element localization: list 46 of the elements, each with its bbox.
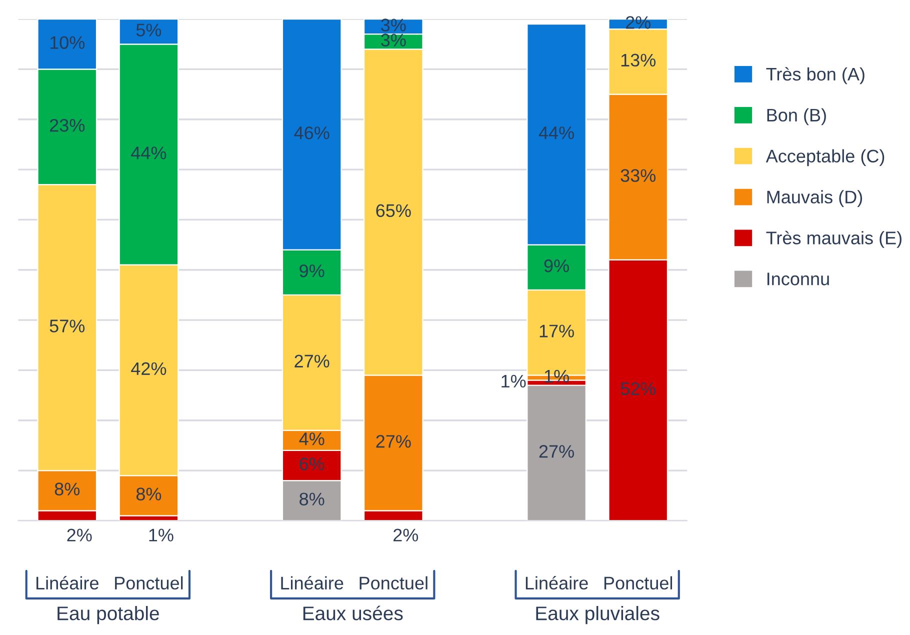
- legend-label: Acceptable (C): [766, 149, 884, 166]
- data-label: 9%: [544, 259, 569, 272]
- data-label: 33%: [620, 169, 656, 182]
- data-label: 4%: [299, 432, 324, 446]
- data-label: 2%: [626, 16, 651, 29]
- data-label: 42%: [131, 362, 166, 375]
- data-label: 1%: [149, 528, 174, 542]
- legend-label: Très mauvais (E): [766, 230, 902, 248]
- legend-label: Mauvais (D): [767, 190, 862, 207]
- data-label: 1%: [502, 374, 526, 388]
- data-label: 6%: [300, 458, 324, 470]
- data-label: 13%: [621, 54, 656, 67]
- data-label: 44%: [131, 146, 166, 160]
- legend-label: Bon (B): [767, 108, 826, 126]
- bar: [526, 384, 586, 521]
- data-label: 27%: [376, 435, 411, 448]
- data-label: 65%: [376, 204, 411, 218]
- text: Eaux pluviales: [536, 606, 660, 624]
- data-label: 5%: [136, 24, 162, 36]
- data-label: 27%: [539, 445, 574, 458]
- data-label: 2%: [394, 528, 418, 542]
- text: Eau potable: [58, 606, 159, 624]
- text: Eaux usées: [303, 606, 403, 620]
- legend-label: Très bon (A): [766, 67, 864, 84]
- data-label: 17%: [540, 324, 574, 338]
- data-label: 8%: [136, 488, 162, 500]
- data-label: 3%: [381, 34, 406, 46]
- legend-label: Inconnu: [768, 272, 829, 286]
- data-label: 8%: [300, 492, 324, 506]
- x-tick-label: Ponctuel: [360, 576, 428, 590]
- data-label: 2%: [67, 528, 92, 542]
- x-tick-label: Linéaire: [36, 576, 98, 590]
- data-label: 9%: [300, 264, 324, 278]
- data-label: 3%: [381, 18, 406, 32]
- data-label: 46%: [294, 126, 330, 140]
- data-label: 10%: [50, 36, 85, 49]
- data-label: 27%: [294, 354, 330, 368]
- data-label: 8%: [54, 482, 80, 496]
- data-label: 57%: [50, 320, 85, 332]
- data-label: 23%: [50, 118, 85, 132]
- x-tick-label: Ponctuel: [115, 576, 183, 590]
- x-tick-label: Ponctuel: [604, 576, 672, 590]
- data-label: 44%: [538, 126, 574, 140]
- x-tick-label: Linéaire: [281, 576, 344, 590]
- data-label: 52%: [620, 382, 656, 396]
- x-tick-label: Linéaire: [526, 576, 588, 590]
